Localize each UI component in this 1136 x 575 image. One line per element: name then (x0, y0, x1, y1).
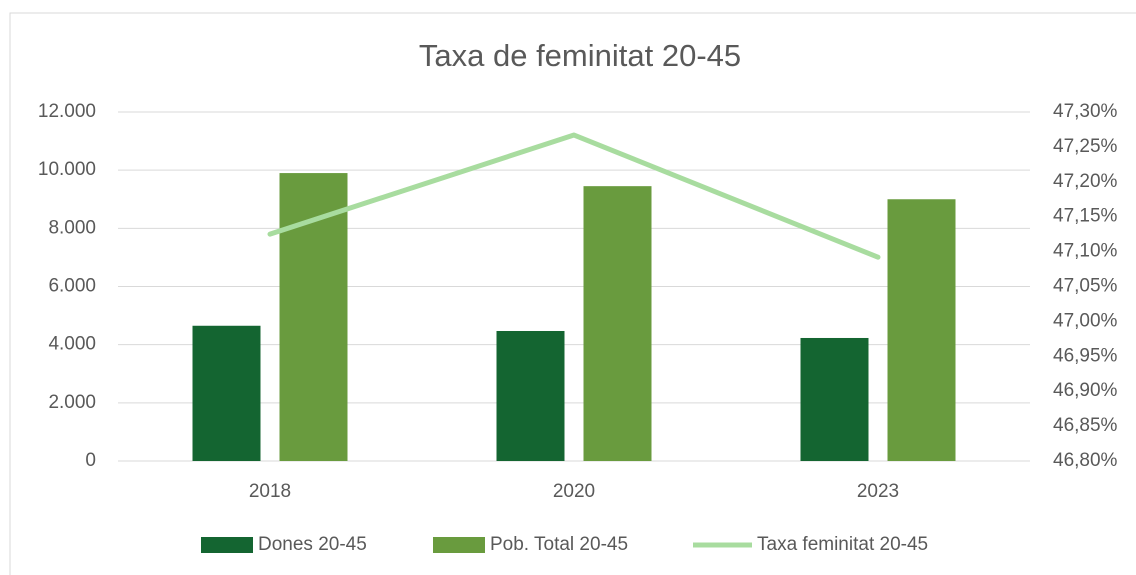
legend-swatch (433, 537, 485, 553)
y2-tick-label: 46,85% (1053, 415, 1118, 436)
y-tick-label: 10.000 (38, 159, 96, 180)
y-tick-label: 12.000 (38, 101, 96, 122)
legend-swatch (201, 537, 253, 553)
y-tick-label: 0 (85, 450, 96, 471)
bar (496, 330, 565, 461)
y2-tick-label: 47,25% (1053, 136, 1118, 157)
y2-tick-label: 47,15% (1053, 206, 1118, 227)
line (267, 132, 881, 260)
x-tick-label: 2018 (249, 481, 291, 502)
y2-tick-label: 46,90% (1053, 380, 1118, 401)
legend-label: Taxa feminitat 20-45 (757, 534, 928, 555)
y-tick-label: 8.000 (48, 217, 96, 238)
y-tick-label: 2.000 (48, 392, 96, 413)
x-tick-label: 2023 (857, 481, 899, 502)
bar (192, 325, 261, 461)
bar (279, 173, 348, 461)
bar (800, 337, 869, 461)
y-tick-label: 6.000 (48, 276, 96, 297)
chart-title: Taxa de feminitat 20-45 (419, 38, 741, 73)
y2-tick-label: 47,10% (1053, 241, 1118, 262)
x-tick-label: 2020 (553, 481, 595, 502)
legend-label: Pob. Total 20-45 (490, 534, 628, 555)
bar (583, 186, 652, 461)
legend-label: Dones 20-45 (258, 534, 367, 555)
y2-tick-label: 47,05% (1053, 276, 1118, 297)
y-tick-label: 4.000 (48, 334, 96, 355)
y2-tick-label: 46,80% (1053, 450, 1118, 471)
y2-tick-label: 47,30% (1053, 101, 1118, 122)
y2-tick-label: 47,20% (1053, 171, 1118, 192)
bar (887, 199, 956, 461)
y2-tick-label: 46,95% (1053, 345, 1118, 366)
y2-tick-label: 47,00% (1053, 310, 1118, 331)
